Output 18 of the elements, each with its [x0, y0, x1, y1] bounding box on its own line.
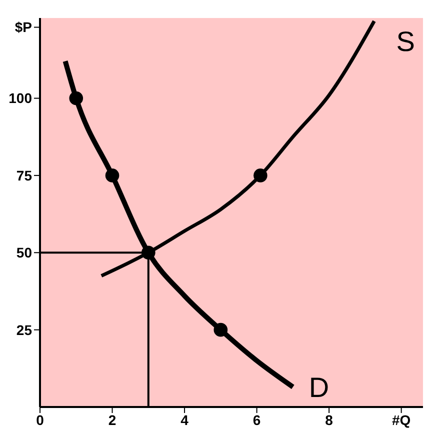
x-tick-label: 8 — [325, 412, 334, 428]
y-tick-label: 75 — [16, 167, 32, 184]
y-tick-label: 25 — [16, 322, 32, 338]
x-tick-label: #Q — [392, 412, 411, 428]
y-tick-label: 50 — [16, 244, 32, 261]
series-label: D — [308, 372, 330, 403]
series-label: S — [396, 26, 415, 58]
point — [69, 91, 84, 106]
x-tick-label: 2 — [108, 412, 116, 428]
point — [141, 246, 156, 260]
y-tick-label: $P — [14, 19, 32, 36]
x-tick-label: 4 — [180, 412, 189, 428]
x-tick-label: 6 — [252, 412, 261, 428]
point — [253, 168, 268, 182]
point — [214, 322, 228, 337]
point — [105, 168, 120, 182]
x-tick-label: 0 — [36, 412, 44, 428]
y-tick-label: 100 — [8, 90, 32, 106]
